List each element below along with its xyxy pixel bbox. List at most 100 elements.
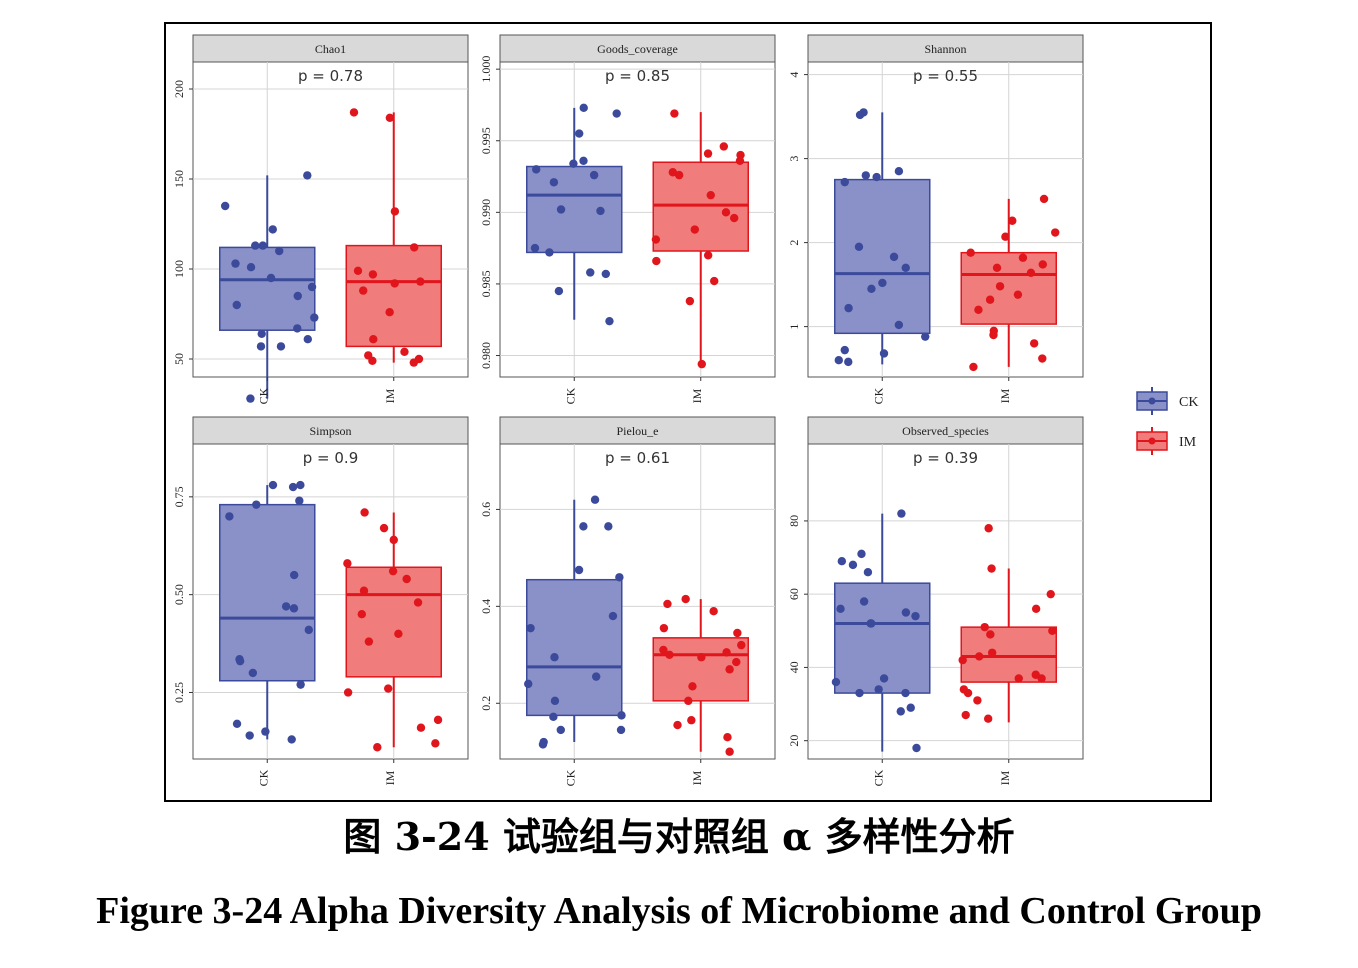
panel-title: Simpson [309, 424, 351, 438]
point-ck [911, 611, 920, 621]
point-ck [550, 653, 559, 662]
p-value-label: p = 0.61 [605, 449, 670, 467]
point-im [369, 335, 378, 344]
point-ck [554, 286, 564, 296]
point-ck [901, 688, 910, 698]
legend-point-ck [1148, 397, 1156, 405]
point-im [1051, 228, 1060, 237]
y-tick-label: 3 [787, 156, 801, 162]
point-ck [246, 394, 255, 403]
y-tick-label: 4 [787, 72, 801, 78]
panel-shannon: Shannon 1 2 3 4 p = 0.55 CK IM [787, 34, 1084, 404]
box-ck [526, 578, 623, 717]
point-im [722, 648, 731, 657]
point-ck [872, 172, 881, 182]
point-ck [896, 707, 905, 716]
point-im [710, 276, 719, 286]
y-tick-label: 0.2 [479, 696, 493, 711]
point-im [353, 266, 363, 275]
point-im [737, 640, 746, 650]
p-value-label: p = 0.39 [913, 449, 978, 467]
point-ck [897, 509, 906, 518]
point-im [719, 142, 729, 151]
point-ck [258, 241, 268, 250]
point-ck [617, 711, 626, 720]
point-ck [556, 205, 566, 214]
point-ck [569, 159, 578, 168]
point-ck [579, 156, 588, 165]
legend-label-ck: CK [1179, 395, 1198, 410]
x-tick-label: CK [256, 387, 270, 404]
point-im [1013, 290, 1023, 299]
point-im [681, 594, 690, 604]
panel-title: Shannon [925, 42, 967, 56]
point-ck [220, 201, 230, 211]
point-im [985, 295, 995, 304]
strip-pielou-e [499, 416, 776, 445]
point-ck [854, 242, 864, 251]
point-ck [556, 725, 565, 735]
legend-label-im: IM [1179, 435, 1197, 450]
point-ck [857, 549, 866, 559]
point-im [1031, 604, 1041, 614]
point-ck [574, 129, 584, 138]
y-tick-label: 0.990 [479, 199, 493, 226]
strip-simpson [192, 416, 469, 445]
point-ck [246, 263, 256, 272]
point-im [685, 296, 695, 306]
point-ck [837, 557, 847, 566]
point-im [1046, 589, 1055, 599]
point-ck [303, 171, 312, 180]
box-im [345, 244, 442, 348]
point-im [384, 684, 393, 693]
point-im [389, 535, 398, 545]
point-ck [310, 313, 319, 322]
point-ck [251, 241, 260, 250]
y-tick-label: 50 [172, 353, 186, 365]
point-ck [261, 727, 270, 736]
panel-title: Goods_coverage [597, 42, 678, 56]
point-ck [550, 696, 560, 706]
point-im [697, 653, 706, 662]
point-ck [616, 725, 626, 735]
point-im [400, 347, 409, 356]
panel-title: Observed_species [902, 424, 989, 438]
point-ck [232, 300, 241, 310]
point-ck [248, 668, 258, 678]
point-im [690, 225, 700, 234]
point-ck [879, 349, 889, 358]
x-tick-label: CK [563, 769, 577, 786]
point-im [966, 248, 975, 257]
point-ck [545, 248, 554, 257]
point-ck [304, 625, 313, 635]
point-ck [289, 604, 299, 613]
point-im [974, 305, 983, 314]
point-ck [281, 602, 291, 611]
point-ck [867, 619, 876, 628]
point-ck [844, 303, 853, 313]
point-ck [232, 719, 242, 728]
point-im [703, 251, 713, 260]
box-im [652, 637, 749, 702]
panel-title: Chao1 [315, 42, 346, 56]
point-ck [293, 291, 302, 301]
point-ck [289, 570, 299, 580]
y-tick-label: 0.4 [479, 599, 493, 614]
point-im [357, 610, 367, 619]
y-tick-label: 40 [787, 661, 801, 673]
point-ck [861, 171, 870, 180]
point-im [961, 710, 970, 720]
point-ck [840, 345, 849, 355]
point-ck [252, 500, 261, 509]
point-im [402, 574, 411, 584]
panel-chao1: Chao1 50 100 150 200 p = 0.78 CK IM [172, 34, 469, 404]
y-tick-label: 0.985 [479, 270, 493, 297]
caption-chinese: 图 3-24 试验组与对照组 α 多样性分析 [343, 814, 1015, 859]
point-im [663, 599, 672, 609]
strip-observed-species [807, 416, 1084, 445]
point-ck [844, 357, 853, 367]
point-ck [287, 735, 296, 744]
point-ck [524, 679, 533, 689]
caption-english: Figure 3-24 Alpha Diversity Analysis of … [96, 890, 1262, 932]
y-tick-label: 100 [172, 260, 186, 278]
